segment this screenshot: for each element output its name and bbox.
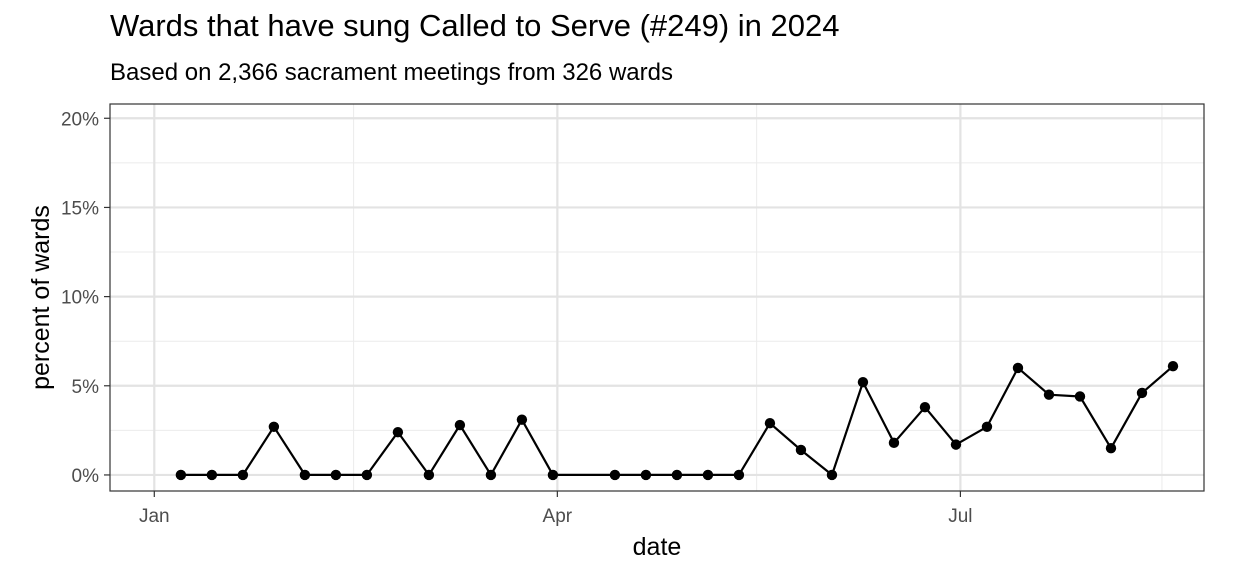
data-point xyxy=(640,469,652,481)
data-point xyxy=(733,469,745,481)
data-point xyxy=(392,426,404,438)
data-point xyxy=(485,469,497,481)
series-line xyxy=(180,365,1174,476)
data-point xyxy=(1074,391,1086,402)
data-point xyxy=(857,377,869,388)
data-point xyxy=(547,469,559,481)
x-tick-label: Jan xyxy=(139,506,170,527)
data-point xyxy=(1167,360,1179,372)
data-point xyxy=(268,421,280,432)
axis-ticks: 0% 5% 10% 15% 20% Jan Apr Jul xyxy=(61,109,973,527)
x-tick-label: Apr xyxy=(543,506,573,527)
y-axis-title: percent of wards xyxy=(27,205,55,390)
data-point xyxy=(981,421,993,432)
data-point xyxy=(795,444,807,456)
series-line-layer xyxy=(175,360,1179,481)
panel-border xyxy=(109,103,1205,492)
data-point xyxy=(299,469,311,481)
data-point xyxy=(206,469,218,481)
y-tick-label: 5% xyxy=(72,377,100,398)
x-axis-title: date xyxy=(633,533,682,561)
data-point xyxy=(454,419,466,431)
data-point xyxy=(1136,387,1148,399)
data-point xyxy=(423,469,435,481)
data-point xyxy=(671,469,683,481)
data-point xyxy=(1012,362,1024,374)
data-point xyxy=(950,439,962,450)
data-point xyxy=(237,469,249,481)
data-point xyxy=(1043,389,1055,400)
data-point xyxy=(1105,442,1117,454)
data-point xyxy=(175,469,187,481)
y-tick-label: 0% xyxy=(72,466,100,487)
x-tick-label: Jul xyxy=(948,506,972,527)
data-point xyxy=(826,469,838,481)
data-point xyxy=(888,437,900,449)
data-point xyxy=(702,469,714,481)
chart-subtitle: Based on 2,366 sacrament meetings from 3… xyxy=(110,59,673,86)
y-tick-label: 10% xyxy=(61,288,99,309)
data-point xyxy=(330,469,342,481)
data-point xyxy=(516,414,528,425)
y-tick-label: 15% xyxy=(61,198,99,219)
y-tick-label: 20% xyxy=(61,109,99,130)
chart-title: Wards that have sung Called to Serve (#2… xyxy=(110,8,840,43)
data-point xyxy=(919,401,931,413)
data-point xyxy=(361,469,373,481)
grid-lines xyxy=(110,104,1204,491)
data-point xyxy=(764,418,776,429)
data-point xyxy=(609,469,621,481)
